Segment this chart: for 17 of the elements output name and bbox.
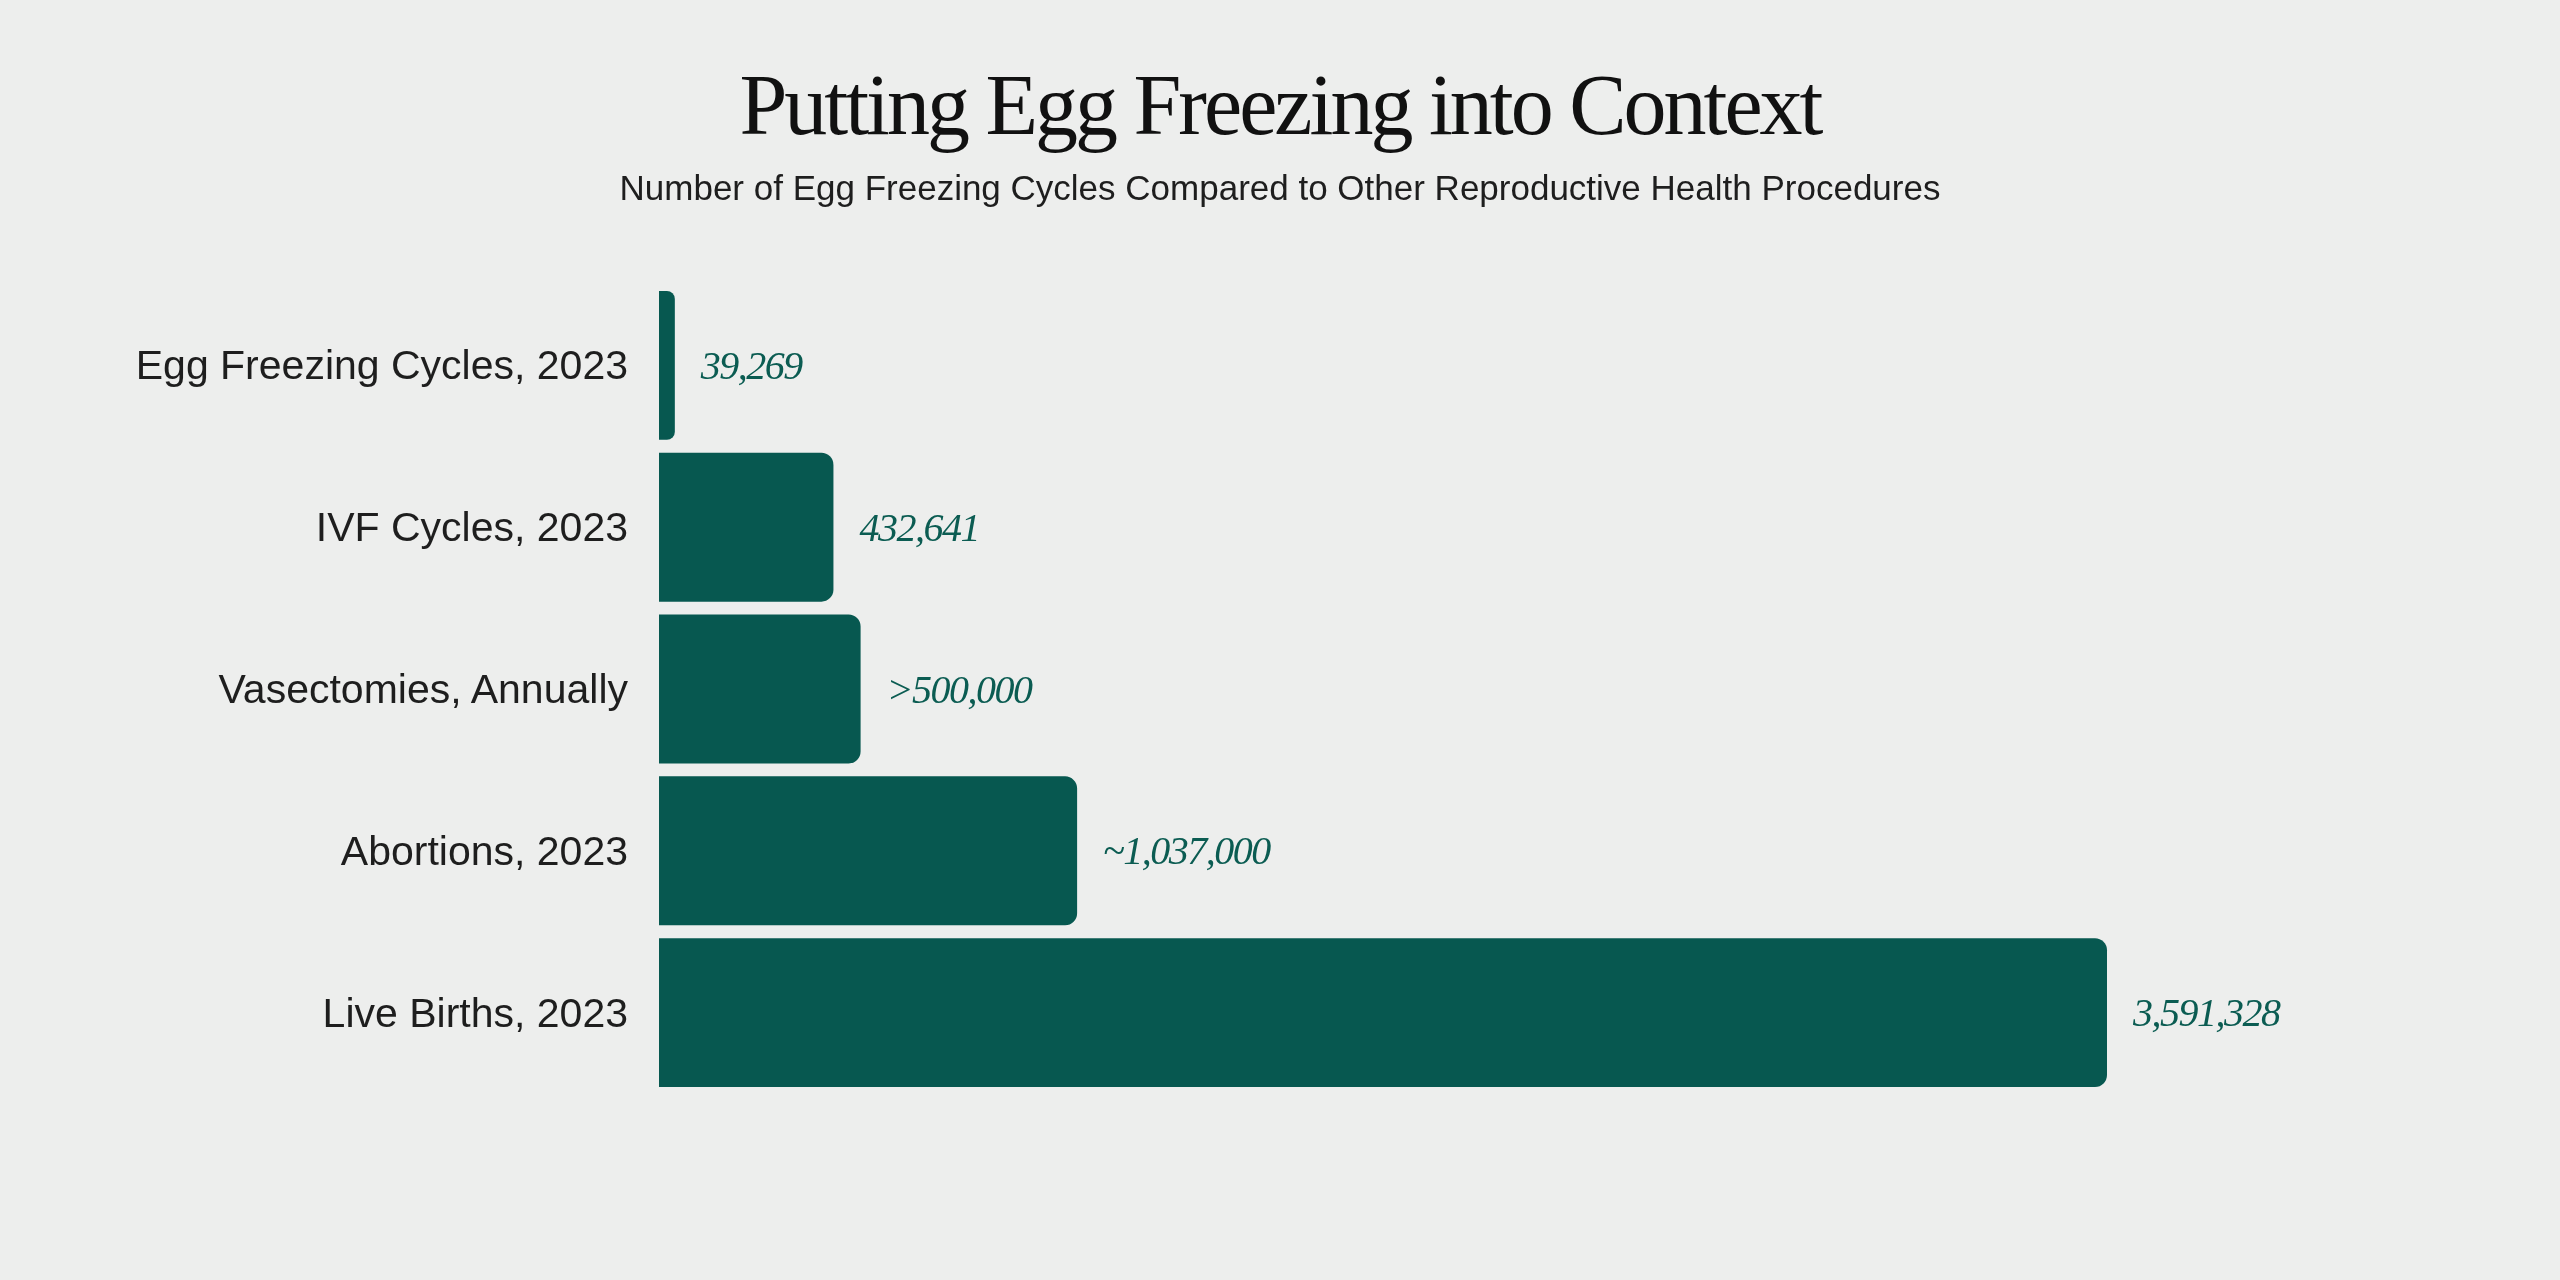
- bar: [659, 776, 1078, 926]
- y-tick-label: Abortions, 2023: [340, 827, 628, 874]
- y-tick-label: Live Births, 2023: [322, 989, 628, 1036]
- data-label: 432,641: [859, 504, 979, 550]
- bar: [659, 452, 834, 602]
- chart-title: Putting Egg Freezing into Context: [739, 57, 1824, 153]
- bar: [659, 938, 2107, 1087]
- y-tick-label: IVF Cycles, 2023: [315, 504, 628, 551]
- bar: [659, 291, 675, 440]
- bar: [659, 614, 861, 764]
- chart-subtitle: Number of Egg Freezing Cycles Compared to Other Reproductive Health Procedures: [619, 168, 1941, 207]
- data-label: >500,000: [886, 666, 1034, 712]
- y-tick-label: Vasectomies, Annually: [218, 666, 629, 712]
- y-tick-label: Egg Freezing Cycles, 2023: [135, 342, 628, 389]
- data-label: 3,591,328: [2132, 990, 2281, 1036]
- data-label: 39,269: [699, 342, 804, 388]
- data-label: ~1,037,000: [1103, 828, 1272, 874]
